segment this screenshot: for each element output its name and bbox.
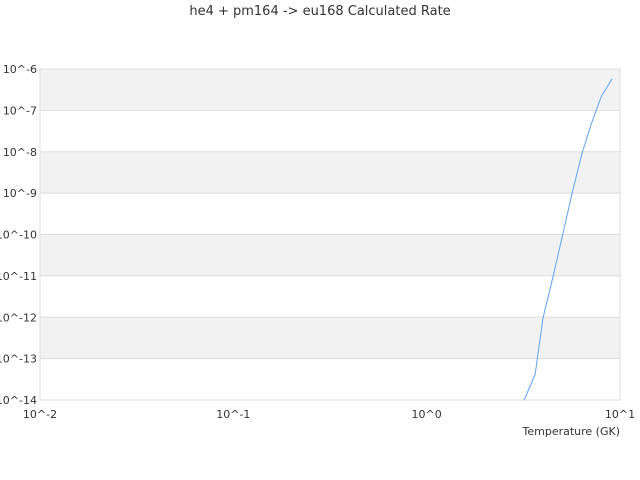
x-tick-label: 10^-2 — [23, 408, 57, 421]
y-tick-label: 10^-11 — [0, 270, 37, 283]
y-tick-label: 10^-9 — [3, 187, 37, 200]
grid-band — [40, 151, 620, 194]
y-tick-label: 10^-7 — [3, 104, 37, 117]
y-tick-label: 10^-8 — [3, 146, 37, 159]
y-tick-label: 10^-13 — [0, 353, 37, 366]
grid-band — [40, 69, 620, 111]
y-tick-label: 10^-6 — [3, 63, 37, 76]
y-tick-label: 10^-12 — [0, 311, 37, 324]
grid-band — [40, 234, 620, 276]
chart-title: he4 + pm164 -> eu168 Calculated Rate — [189, 4, 451, 19]
plot-border — [39, 68, 621, 401]
grid-band — [40, 193, 620, 235]
series-line — [523, 78, 613, 401]
y-tick-label: 10^-14 — [0, 394, 37, 407]
grid-band — [40, 358, 620, 400]
x-axis-label: Temperature (GK) — [522, 425, 621, 438]
grid-band — [40, 275, 620, 318]
x-tick-label: 10^0 — [412, 408, 442, 421]
x-tick-label: 10^1 — [605, 408, 635, 421]
grid-band — [40, 110, 620, 152]
y-tick-label: 10^-10 — [0, 229, 37, 242]
x-tick-label: 10^-1 — [216, 408, 250, 421]
grid-band — [40, 317, 620, 359]
